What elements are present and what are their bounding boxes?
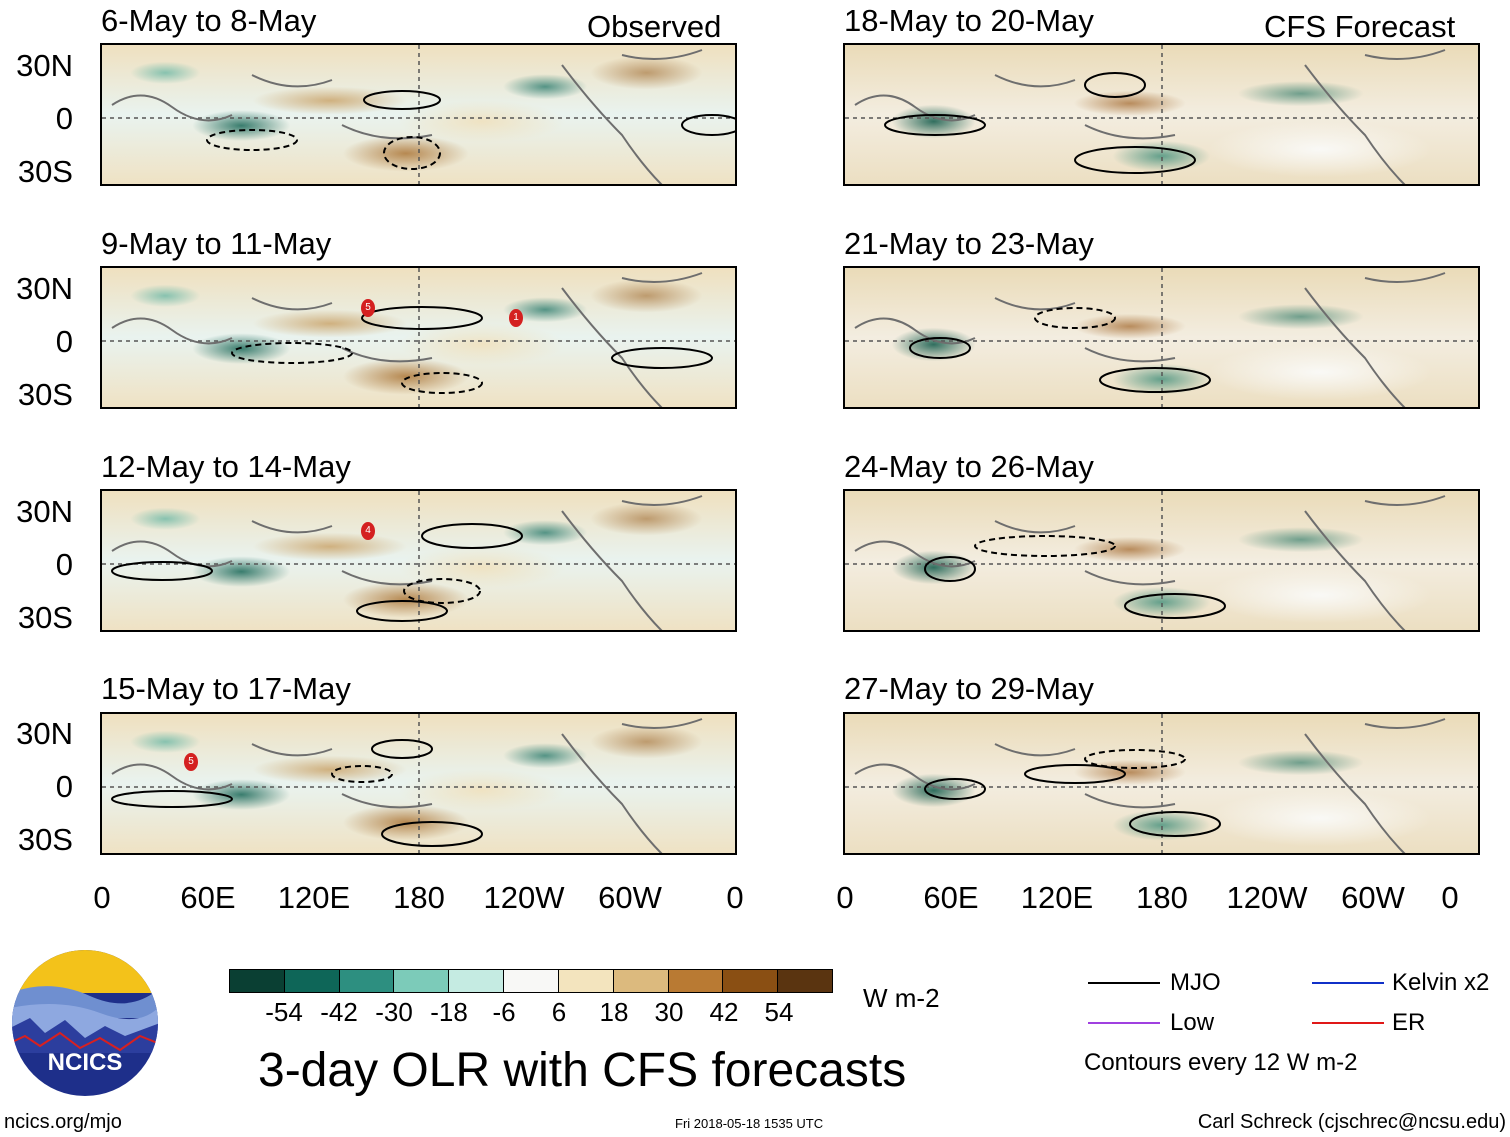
author-credit: Carl Schreck (cjschrec@ncsu.edu) xyxy=(1197,1111,1506,1133)
lat-label-30n: 30N xyxy=(16,271,73,306)
panel-title-fc-1: 18-May to 20-May xyxy=(844,3,1094,38)
map-observed-1 xyxy=(100,43,737,186)
colorbar-tick: -18 xyxy=(430,997,468,1027)
storm-marker: 1 xyxy=(509,309,523,327)
lon-label: 120W xyxy=(483,880,565,915)
lat-label-30s: 30S xyxy=(17,154,73,189)
lon-label: 0 xyxy=(726,880,744,915)
colorbar-tick: 54 xyxy=(764,997,794,1027)
legend-line-kelvin xyxy=(1312,982,1384,984)
lon-label: 180 xyxy=(1136,880,1188,915)
map-overlay xyxy=(102,268,735,407)
storm-marker: 5 xyxy=(361,299,375,317)
colorbar-cell xyxy=(449,970,505,992)
lat-label-30s: 30S xyxy=(17,822,73,857)
panel-title-obs-2: 9-May to 11-May xyxy=(101,226,332,261)
colorbar-cell xyxy=(778,970,832,992)
forecast-label: CFS Forecast xyxy=(1264,9,1456,44)
legend-label-low: Low xyxy=(1170,1009,1215,1036)
lon-label: 0 xyxy=(836,880,854,915)
panel-title-obs-4: 15-May to 17-May xyxy=(101,671,351,706)
lat-label-30s: 30S xyxy=(17,600,73,635)
lat-label-eq: 0 xyxy=(55,324,73,359)
lon-label: 60E xyxy=(923,880,979,915)
map-forecast-1 xyxy=(843,43,1480,186)
lon-label: 0 xyxy=(1441,880,1459,915)
contour-note: Contours every 12 W m-2 xyxy=(1084,1049,1358,1076)
storm-marker: 5 xyxy=(184,753,198,771)
map-observed-2: 5 1 xyxy=(100,266,737,409)
panel-title-obs-3: 12-May to 14-May xyxy=(101,449,351,484)
lat-label-30n: 30N xyxy=(16,48,73,83)
colorbar-tick: 42 xyxy=(709,997,739,1027)
map-forecast-3 xyxy=(843,489,1480,632)
panel-title-fc-3: 24-May to 26-May xyxy=(844,449,1094,484)
source-url: ncics.org/mjo xyxy=(4,1111,122,1133)
map-overlay xyxy=(102,45,735,184)
panel-title-fc-2: 21-May to 23-May xyxy=(844,226,1094,261)
colorbar-cell xyxy=(394,970,450,992)
map-observed-3: 4 xyxy=(100,489,737,632)
lat-label-eq: 0 xyxy=(55,101,73,136)
lon-label: 0 xyxy=(93,880,111,915)
panel-title-fc-4: 27-May to 29-May xyxy=(844,671,1094,706)
lon-label: 60E xyxy=(180,880,236,915)
colorbar-tick: -30 xyxy=(375,997,413,1027)
map-overlay xyxy=(845,491,1478,630)
colorbar-cell xyxy=(339,970,395,992)
figure-title: 3-day OLR with CFS forecasts xyxy=(258,1044,907,1097)
legend-label-kelvin: Kelvin x2 xyxy=(1392,969,1490,996)
timestamp: Fri 2018-05-18 1535 UTC xyxy=(675,1116,824,1131)
map-forecast-4 xyxy=(843,712,1480,855)
lon-label: 180 xyxy=(393,880,445,915)
legend-line-mjo xyxy=(1088,982,1160,984)
colorbar-cell xyxy=(613,970,669,992)
colorbar-cell xyxy=(230,970,285,992)
map-overlay xyxy=(102,714,735,853)
map-overlay xyxy=(845,268,1478,407)
lat-label-30n: 30N xyxy=(16,494,73,529)
colorbar-tick: -54 xyxy=(265,997,303,1027)
colorbar-unit: W m-2 xyxy=(863,983,940,1013)
lon-label: 120W xyxy=(1226,880,1308,915)
colorbar-cell xyxy=(504,970,559,992)
colorbar-tick: -42 xyxy=(320,997,358,1027)
map-overlay xyxy=(845,714,1478,853)
colorbar-cell xyxy=(558,970,614,992)
colorbar-tick: 18 xyxy=(599,997,629,1027)
map-observed-4: 5 xyxy=(100,712,737,855)
lon-label: 60W xyxy=(1341,880,1405,915)
legend-label-er: ER xyxy=(1392,1009,1426,1036)
storm-marker: 4 xyxy=(361,522,375,540)
map-forecast-2 xyxy=(843,266,1480,409)
lon-label: 60W xyxy=(598,880,662,915)
colorbar-cell xyxy=(284,970,340,992)
colorbar-cell xyxy=(723,970,779,992)
legend-line-er xyxy=(1312,1022,1384,1024)
lon-label: 120E xyxy=(277,880,351,915)
legend-line-low xyxy=(1088,1022,1160,1024)
colorbar-tick: 6 xyxy=(551,997,567,1027)
colorbar-cell xyxy=(668,970,724,992)
panel-title-obs-1: 6-May to 8-May xyxy=(101,3,317,38)
lat-label-eq: 0 xyxy=(55,769,73,804)
colorbar xyxy=(229,969,833,993)
lat-label-eq: 0 xyxy=(55,547,73,582)
legend-label-mjo: MJO xyxy=(1170,969,1221,996)
lat-label-30s: 30S xyxy=(17,377,73,412)
ncics-logo: NCICS xyxy=(12,950,158,1096)
colorbar-tick: -6 xyxy=(492,997,516,1027)
observed-label: Observed xyxy=(587,9,722,44)
logo-text: NCICS xyxy=(48,1049,123,1076)
lon-label: 120E xyxy=(1020,880,1094,915)
colorbar-tick: 30 xyxy=(654,997,684,1027)
map-overlay xyxy=(845,45,1478,184)
lat-label-30n: 30N xyxy=(16,716,73,751)
map-overlay xyxy=(102,491,735,630)
